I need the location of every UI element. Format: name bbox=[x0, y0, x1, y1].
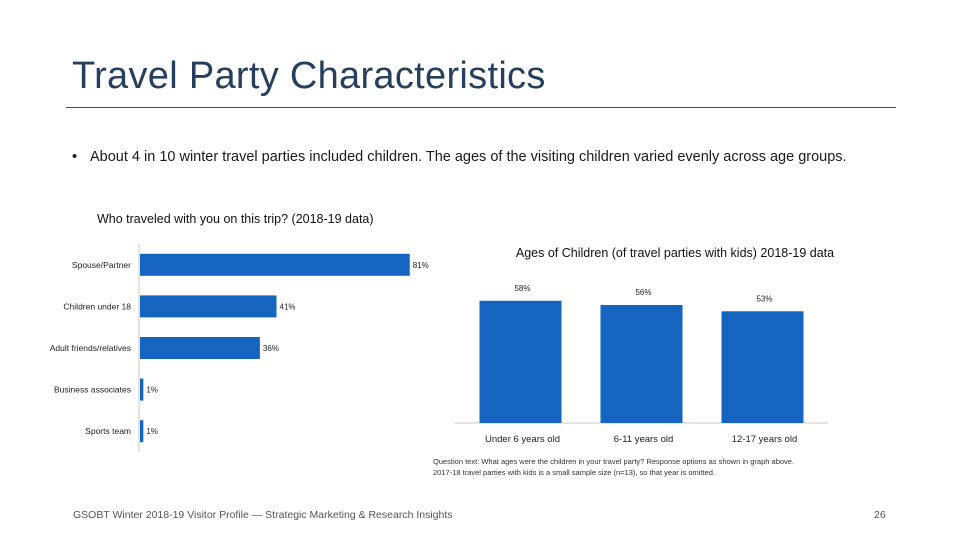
value-label: 41% bbox=[280, 302, 296, 311]
bullet-text: About 4 in 10 winter travel parties incl… bbox=[90, 149, 847, 165]
children-ages-chart-title: Ages of Children (of travel parties with… bbox=[515, 246, 835, 260]
value-label: 36% bbox=[263, 344, 279, 353]
footnote-line-2: 2017-18 travel parties with kids is a sm… bbox=[433, 468, 715, 477]
bar-children-under-18 bbox=[140, 295, 277, 318]
category-label: Sports team bbox=[85, 426, 131, 436]
footer-source: GSOBT Winter 2018-19 Visitor Profile — S… bbox=[73, 509, 453, 521]
bar-under-6-years-old bbox=[479, 300, 562, 423]
travel-party-chart-title: Who traveled with you on this trip? (201… bbox=[97, 212, 374, 226]
title-divider bbox=[66, 107, 896, 108]
category-label: Children under 18 bbox=[63, 301, 131, 311]
value-label: 53% bbox=[756, 294, 772, 303]
category-label: Adult friends/relatives bbox=[50, 343, 131, 353]
value-label: 1% bbox=[146, 386, 158, 395]
bar-adult-friends-relatives bbox=[140, 337, 260, 359]
bar-12-17-years-old bbox=[721, 311, 804, 423]
question-footnote: Question text: What ages were the childr… bbox=[433, 456, 873, 478]
category-label: Spouse/Partner bbox=[72, 260, 131, 270]
bullet-point: • About 4 in 10 winter travel parties in… bbox=[72, 148, 852, 167]
page-number: 26 bbox=[874, 509, 886, 521]
value-label: 81% bbox=[413, 261, 429, 270]
bullet-marker: • bbox=[72, 149, 78, 165]
category-label: Business associates bbox=[54, 385, 131, 395]
value-label: 56% bbox=[635, 288, 651, 297]
slide-title: Travel Party Characteristics bbox=[72, 55, 546, 97]
bar-spouse-partner bbox=[140, 253, 410, 276]
category-label: Under 6 years old bbox=[485, 434, 560, 445]
value-label: 1% bbox=[146, 427, 158, 436]
category-label: 12-17 years old bbox=[732, 434, 797, 445]
bar-sports-team bbox=[140, 420, 144, 443]
footnote-line-1: Question text: What ages were the childr… bbox=[433, 457, 795, 466]
bar-6-11-years-old bbox=[600, 304, 683, 423]
value-label: 58% bbox=[514, 284, 530, 293]
bar-business-associates bbox=[140, 378, 144, 401]
category-label: 6-11 years old bbox=[614, 434, 674, 445]
